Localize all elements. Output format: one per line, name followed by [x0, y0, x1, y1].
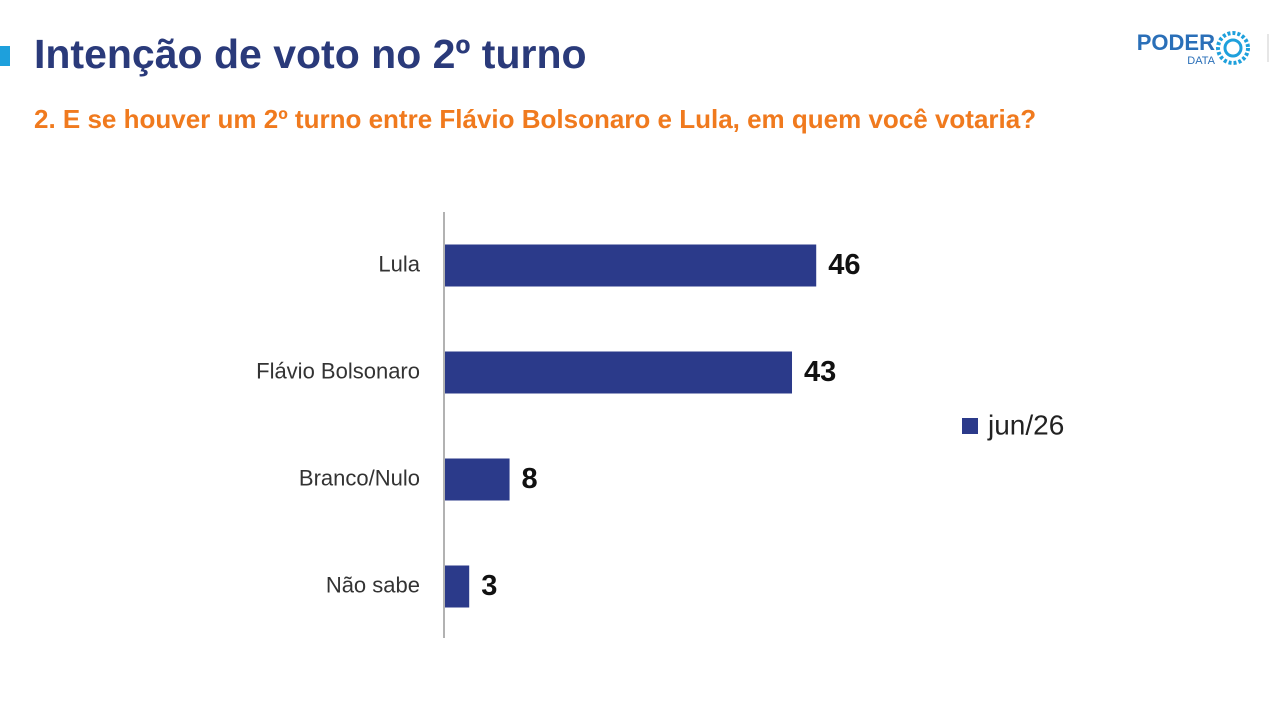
chart-subtitle: 2. E se houver um 2º turno entre Flávio … [34, 104, 1036, 134]
value-label: 46 [828, 249, 860, 281]
legend-swatch [962, 418, 978, 434]
value-label: 8 [522, 463, 538, 495]
bar [445, 458, 510, 501]
category-label: Flávio Bolsonaro [256, 358, 420, 383]
bar [445, 565, 470, 608]
bar [445, 351, 793, 394]
bar [445, 244, 817, 287]
value-label: 43 [804, 356, 836, 388]
logo-icon [1216, 31, 1250, 65]
value-label: 3 [481, 570, 497, 602]
title-marker [0, 46, 10, 66]
chart-title: Intenção de voto no 2º turno [34, 31, 587, 77]
logo-name: PODER [1137, 30, 1215, 55]
category-label: Lula [378, 251, 420, 276]
logo-sub: DATA [1187, 55, 1215, 67]
category-label: Branco/Nulo [299, 465, 420, 490]
category-label: Não sabe [326, 572, 420, 597]
legend-label: jun/26 [987, 409, 1064, 440]
